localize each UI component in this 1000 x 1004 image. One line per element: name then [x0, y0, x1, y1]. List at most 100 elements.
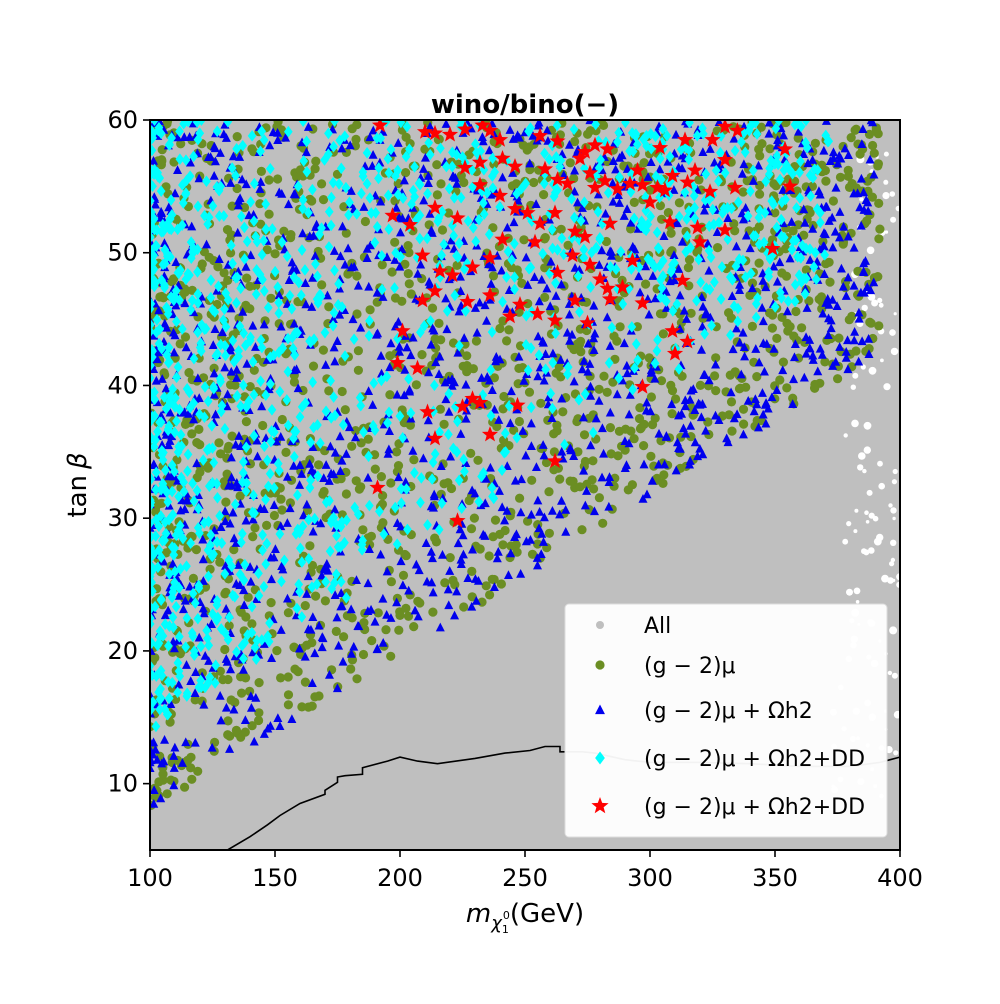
- point-g2-omega-dd: [259, 234, 269, 247]
- point-g2-omega: [321, 460, 331, 469]
- point-g2-omega: [622, 368, 632, 378]
- point-g2-omega-dd: [776, 213, 786, 226]
- point-g2-omega: [242, 358, 252, 368]
- point-g2-omega: [856, 287, 866, 297]
- x-label-sup: 0: [503, 909, 510, 922]
- point-g2-omega-dd: [324, 205, 334, 218]
- point-g2-omega-dd: [200, 381, 210, 393]
- point-g2-omega-dd: [274, 296, 284, 309]
- x-tick-label: 100: [127, 864, 173, 892]
- point-g2-omega: [471, 595, 481, 605]
- point-g2-omega-dd: [327, 582, 337, 595]
- point-g2-omega-dd: [364, 329, 374, 342]
- point-g2-omega: [265, 721, 275, 730]
- point-g2-omega-dd: [249, 388, 259, 401]
- point-g2-omega: [794, 126, 804, 136]
- point-g2-omega: [228, 151, 238, 161]
- point-g2-omega: [790, 339, 800, 349]
- point-g2-omega: [298, 228, 308, 238]
- point-g2: [404, 279, 414, 289]
- point-g2-omega: [166, 699, 176, 709]
- point-g2-omega: [372, 643, 382, 653]
- point-g2-omega-dd: [167, 541, 177, 553]
- point-g2: [770, 208, 780, 218]
- point-g2-omega-dd: [716, 130, 726, 142]
- point-g2: [556, 372, 566, 382]
- point-g2: [298, 385, 308, 396]
- point-g2-omega: [297, 469, 307, 478]
- point-g2-omega-dd: [313, 270, 322, 282]
- point-g2: [266, 293, 276, 303]
- point-star: [676, 131, 694, 147]
- point-g2-omega: [841, 347, 851, 356]
- point-g2-omega: [494, 486, 504, 495]
- point-g2-omega-dd: [403, 523, 412, 536]
- point-g2-omega-dd: [223, 294, 233, 306]
- point-g2-omega: [688, 384, 698, 393]
- point-g2: [277, 505, 287, 515]
- point-g2: [436, 179, 446, 189]
- point-g2-omega: [198, 554, 208, 564]
- point-g2-omega-dd: [165, 213, 175, 225]
- point-g2-omega: [426, 501, 436, 511]
- point-g2-omega-dd: [398, 432, 408, 444]
- point-g2-omega: [248, 647, 258, 657]
- point-g2-omega-dd: [383, 417, 392, 429]
- point-g2-omega-dd: [658, 255, 668, 267]
- point-g2-omega: [826, 315, 836, 325]
- point-g2-omega: [373, 328, 383, 338]
- point-g2-omega-dd: [390, 282, 399, 294]
- point-g2-omega: [434, 369, 444, 378]
- point-g2-omega-dd: [655, 260, 664, 273]
- point-star: [546, 204, 564, 220]
- point-g2-omega: [815, 189, 825, 199]
- point-g2-omega: [301, 147, 311, 157]
- point-g2-omega: [538, 336, 548, 345]
- point-g2-omega-dd: [372, 220, 382, 233]
- point-star: [456, 159, 474, 175]
- point-g2-omega-dd: [560, 438, 569, 451]
- point-g2-omega: [620, 463, 630, 472]
- point-g2-omega-dd: [274, 464, 284, 477]
- point-g2-omega: [281, 132, 291, 142]
- point-g2: [695, 380, 706, 390]
- legend: All(g − 2)μ(g − 2)μ + Ωh2(g − 2)μ + Ωh2+…: [564, 603, 888, 838]
- point-g2-omega-dd: [172, 315, 181, 328]
- point-g2-omega-dd: [182, 560, 191, 572]
- point-g2-omega: [585, 359, 595, 368]
- y-label-greek: β: [63, 452, 93, 470]
- point-g2-omega-dd: [216, 338, 226, 351]
- point-g2-omega: [446, 235, 456, 245]
- point-g2: [549, 429, 559, 439]
- point-g2-omega: [862, 282, 872, 292]
- white-gap: [851, 419, 859, 428]
- point-g2-omega-dd: [733, 196, 743, 209]
- point-g2: [192, 473, 202, 483]
- point-star: [536, 160, 554, 176]
- point-g2-omega-dd: [698, 122, 707, 135]
- point-g2-omega-dd: [567, 193, 576, 205]
- point-g2-omega: [368, 125, 378, 135]
- legend-label: (g − 2)μ + Ωh2+DD: [644, 747, 865, 772]
- point-g2-omega-dd: [454, 474, 464, 487]
- point-g2-omega: [235, 193, 245, 203]
- point-g2-omega: [671, 129, 681, 139]
- point-g2: [843, 165, 853, 175]
- point-g2: [316, 253, 326, 263]
- point-g2-omega-dd: [650, 261, 660, 273]
- legend-marker: [595, 751, 605, 765]
- point-g2: [431, 334, 441, 345]
- point-g2: [549, 447, 560, 457]
- point-g2-omega: [314, 620, 324, 630]
- point-g2-omega: [382, 609, 392, 619]
- point-g2-omega: [482, 372, 492, 381]
- point-g2: [377, 260, 387, 270]
- point-g2-omega-dd: [193, 288, 203, 300]
- point-g2-omega-dd: [197, 319, 207, 331]
- point-g2-omega-dd: [751, 230, 760, 242]
- point-g2-omega-dd: [806, 190, 816, 202]
- point-g2-omega-dd: [479, 467, 488, 479]
- point-g2-omega: [252, 435, 262, 445]
- point-g2-omega-dd: [579, 251, 589, 264]
- point-g2-omega: [223, 259, 233, 269]
